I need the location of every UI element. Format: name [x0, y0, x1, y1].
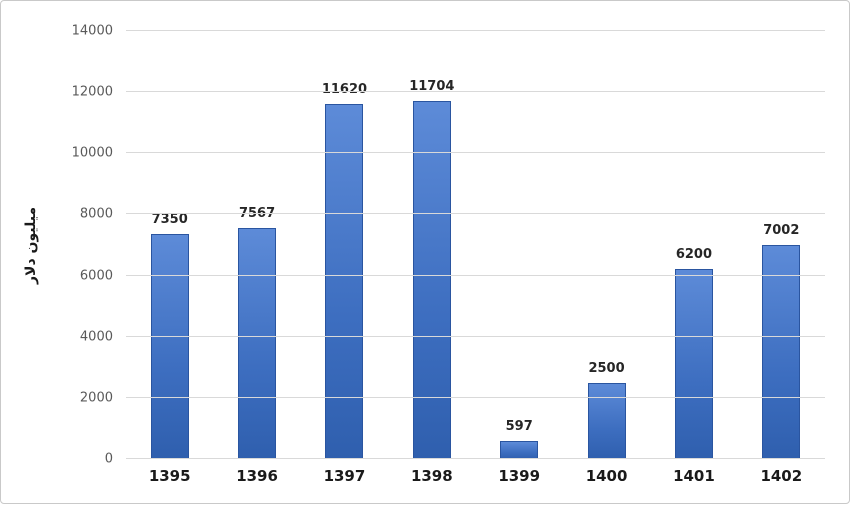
gridline	[126, 30, 825, 31]
bar-value-label: 2500	[588, 360, 625, 376]
bar-slot: 7350	[126, 31, 213, 459]
bar-value-label: 7567	[238, 205, 276, 221]
bar	[325, 103, 364, 459]
x-axis-category-label: 1398	[410, 467, 453, 485]
gridline	[126, 335, 825, 337]
gridline	[126, 458, 825, 459]
bar-value-label: 11620	[321, 81, 368, 97]
bar-slot: 11704	[388, 31, 475, 459]
bar	[587, 382, 626, 459]
y-tick-label: 2000	[79, 390, 113, 406]
bar	[500, 440, 539, 459]
x-axis-category-label: 1402	[760, 467, 803, 485]
bar-slot: 11620	[301, 31, 388, 459]
x-axis-category-label: 1396	[236, 467, 278, 485]
bar-slot: 597	[476, 31, 563, 459]
bar-slot: 7567	[213, 31, 300, 459]
x-axis-category-label: 1400	[585, 467, 628, 485]
bar	[238, 227, 277, 459]
y-tick-label: 10000	[71, 145, 113, 161]
x-axis-category-label: 1401	[673, 467, 715, 485]
y-tick-label: 6000	[79, 268, 113, 284]
gridline	[126, 91, 825, 93]
bar-value-label: 7350	[151, 212, 188, 228]
gridline	[126, 213, 825, 215]
x-axis-category-label: 1399	[498, 467, 541, 485]
x-axis-labels: 1395 1396 1397 1398 1399 1400 1401 1402	[126, 467, 825, 497]
y-tick-label: 8000	[79, 206, 113, 222]
bar-series: 7350 7567 11620 11704 597 2500 6200 7002	[126, 31, 825, 459]
bar	[150, 234, 189, 459]
bar-value-label: 597	[505, 418, 533, 434]
bar-slot: 2500	[563, 31, 650, 459]
bar	[762, 244, 801, 459]
bar	[674, 269, 713, 459]
y-tick-label: 4000	[79, 329, 113, 345]
y-tick-label: 0	[104, 451, 113, 467]
plot-area: 7350 7567 11620 11704 597 2500 6200 7002	[126, 30, 825, 459]
x-axis-category-label: 1397	[323, 467, 366, 485]
bar-value-label: 11704	[409, 79, 455, 95]
gridline	[126, 274, 825, 276]
bar-slot: 7002	[738, 31, 825, 459]
bar-slot: 6200	[650, 31, 737, 459]
y-tick-label: 12000	[71, 84, 113, 100]
gridline	[126, 152, 825, 154]
x-axis-category-label: 1395	[148, 467, 191, 485]
gridline	[126, 396, 825, 398]
bar-value-label: 6200	[675, 247, 713, 263]
y-tick-label: 14000	[71, 23, 113, 39]
bar	[412, 101, 451, 459]
bar-value-label: 7002	[763, 222, 800, 238]
